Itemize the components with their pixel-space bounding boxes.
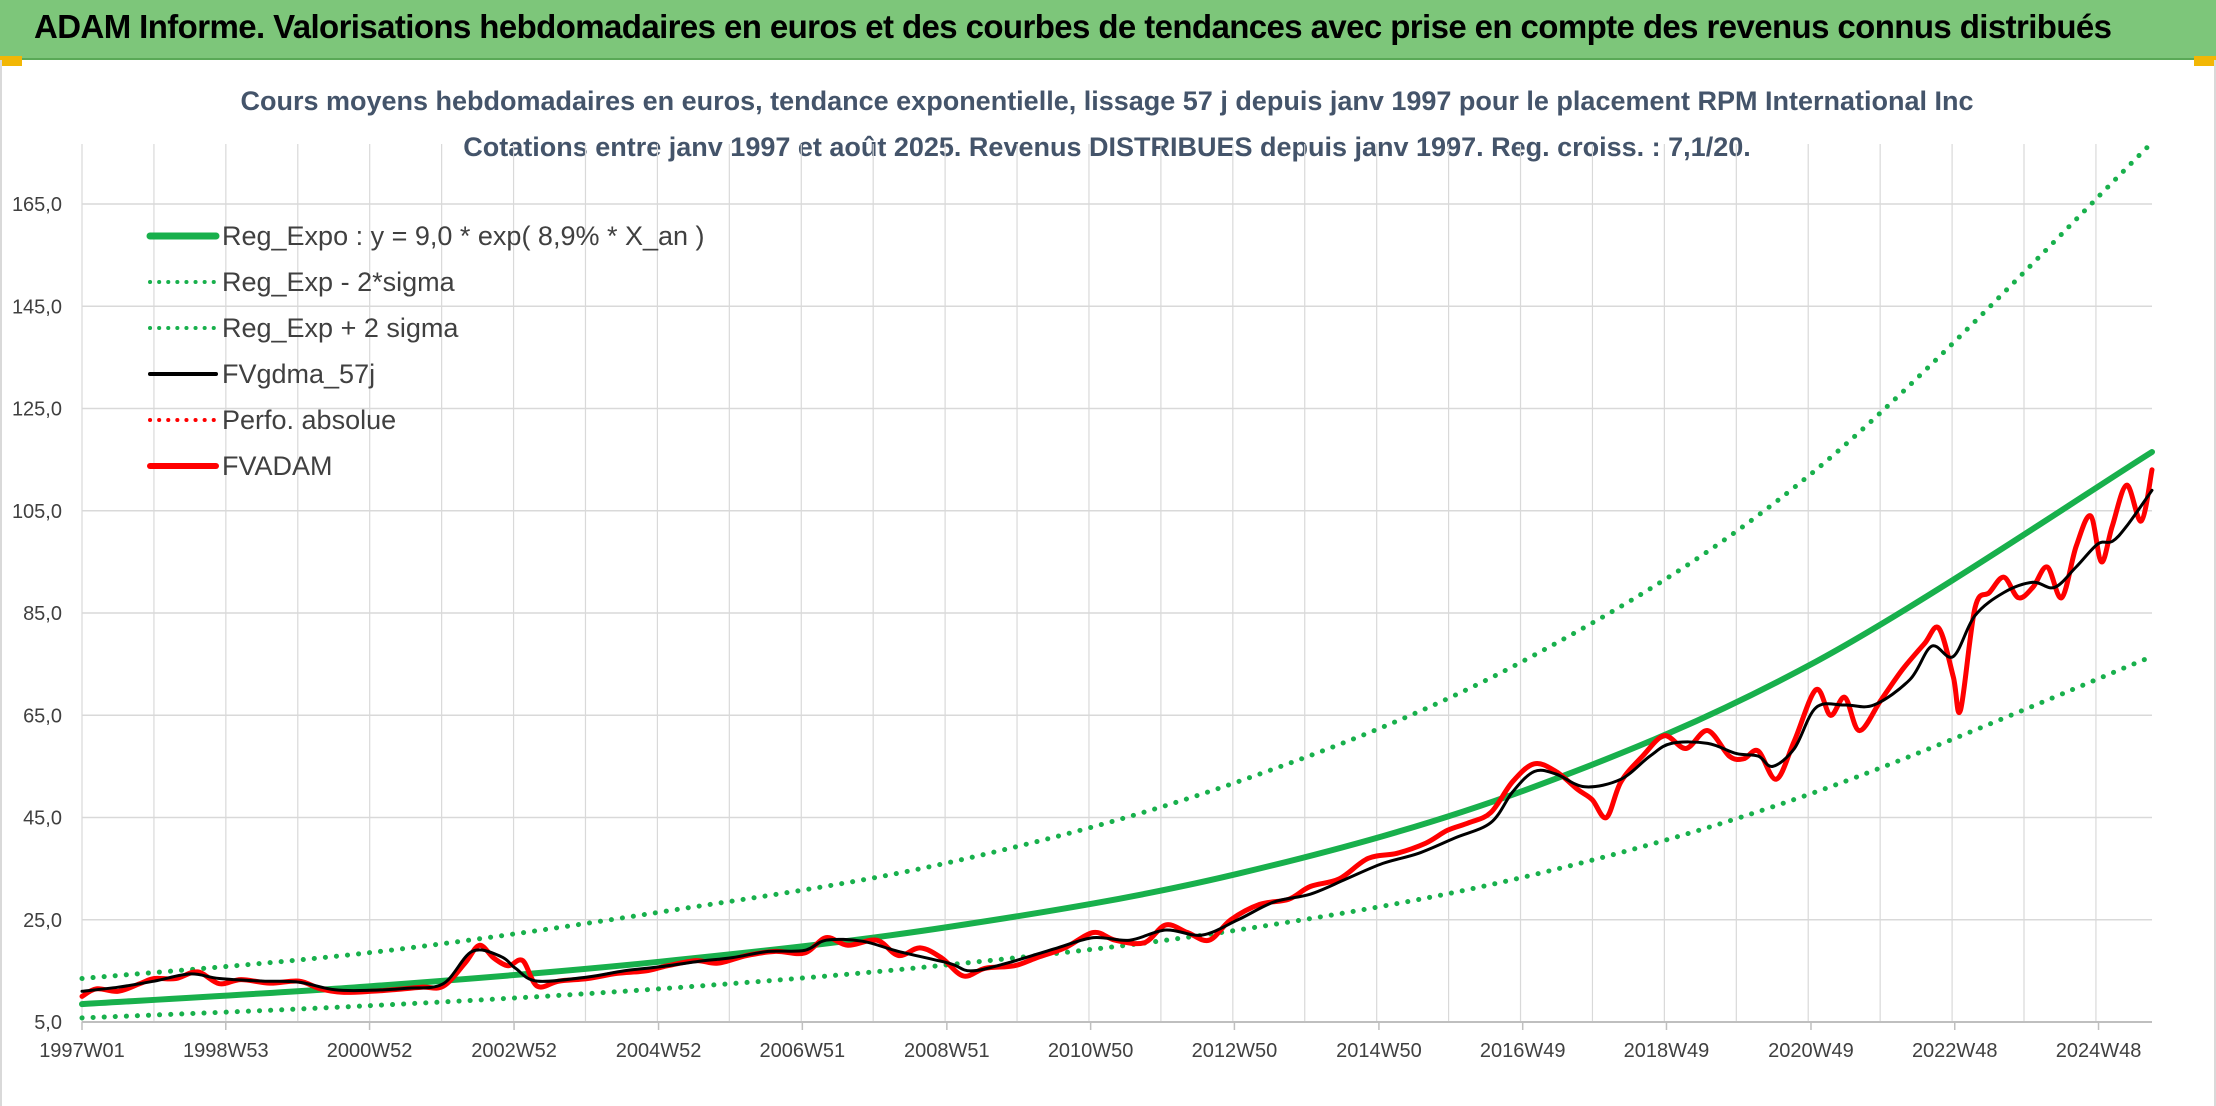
x-tick-label: 2012W50	[1192, 1040, 1278, 1062]
legend-label-moving-average-line: FVgdma_57j	[222, 359, 375, 389]
y-tick-label: 5,0	[34, 1012, 62, 1034]
legend-label-regression-line: Reg_Expo : y = 9,0 * exp( 8,9% * X_an )	[222, 221, 705, 251]
y-tick-label: 85,0	[23, 603, 62, 625]
legend-label-fvadam-line: FVADAM	[222, 451, 333, 481]
x-tick-label: 2010W50	[1048, 1040, 1134, 1062]
x-tick-label: 2018W49	[1624, 1040, 1710, 1062]
chart-subtitle: Cotations entre janv 1997 et août 2025. …	[463, 132, 1750, 162]
series-lines	[79, 140, 2155, 1021]
y-tick-label: 25,0	[23, 910, 62, 932]
chart-title: Cours moyens hebdomadaires en euros, ten…	[240, 86, 1973, 116]
lower-band-line	[79, 654, 2155, 1021]
x-tick-label: 2002W52	[471, 1040, 557, 1062]
x-tick-label: 2020W49	[1768, 1040, 1854, 1062]
axes: 5,0 25,0 45,0 65,0 85,0 105,0 125,0 145,0 165,0 1…	[12, 194, 2152, 1062]
fvadam-line	[79, 467, 2155, 999]
x-tick-label: 2016W49	[1480, 1040, 1566, 1062]
x-tick-label: 2000W52	[327, 1040, 413, 1062]
legend: Reg_Expo : y = 9,0 * exp( 8,9% * X_an ) R…	[146, 221, 705, 481]
regression-line	[79, 449, 2155, 1008]
line-chart: Cours moyens hebdomadaires en euros, ten…	[12, 86, 2155, 1062]
y-tick-label: 125,0	[12, 399, 62, 421]
y-tick-label: 65,0	[23, 705, 62, 727]
x-tick-label: 2024W48	[2056, 1040, 2142, 1062]
chart-frame	[0, 60, 2216, 1106]
header-banner: ADAM Informe. Valorisations hebdomadaire…	[0, 0, 2216, 60]
moving-average-line	[80, 488, 2154, 993]
x-tick-label: 1998W53	[183, 1040, 269, 1062]
upper-band-line	[79, 140, 2155, 981]
x-tick-label: 2014W50	[1336, 1040, 1422, 1062]
legend-label-absolute-performance-line: Perfo. absolue	[222, 405, 396, 435]
legend-label-upper-band-line: Reg_Exp + 2 sigma	[222, 313, 459, 343]
y-tick-label: 45,0	[23, 808, 62, 830]
x-tick-label: 2006W51	[760, 1040, 846, 1062]
y-tick-label: 165,0	[12, 194, 62, 216]
x-tick-label: 2022W48	[1912, 1040, 1998, 1062]
y-tick-label: 145,0	[12, 296, 62, 318]
corner-mark-left	[0, 56, 22, 66]
legend-label-lower-band-line: Reg_Exp - 2*sigma	[222, 267, 456, 297]
corner-mark-right	[2194, 56, 2216, 66]
page-title: ADAM Informe. Valorisations hebdomadaire…	[34, 8, 2112, 45]
x-tick-label: 1997W01	[39, 1040, 125, 1062]
y-tick-label: 105,0	[12, 501, 62, 523]
x-tick-label: 2004W52	[616, 1040, 702, 1062]
x-tick-label: 2008W51	[904, 1040, 990, 1062]
